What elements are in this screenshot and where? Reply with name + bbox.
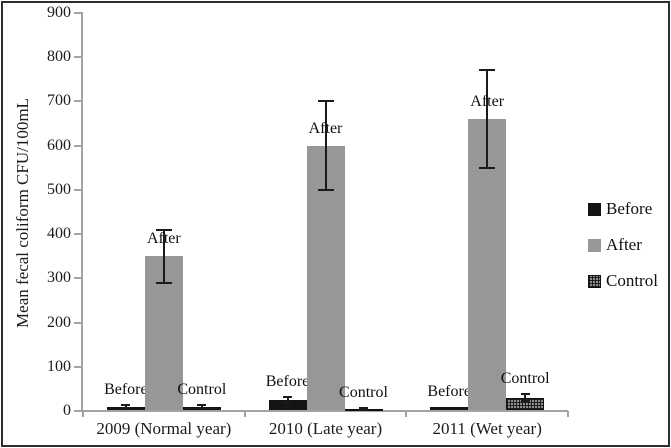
error-bar-cap-top (317, 100, 334, 103)
y-tick (74, 321, 83, 324)
error-bar-cap-top (359, 406, 368, 409)
bar-label-after: After (470, 93, 505, 111)
y-tick (74, 365, 83, 368)
y-tick-label: 300 (47, 269, 71, 287)
y-tick (74, 410, 83, 412)
error-bar-cap-bottom (317, 188, 334, 191)
y-tick (74, 56, 83, 59)
error-bar-cap-bottom (197, 406, 207, 409)
error-bar-line (324, 101, 327, 190)
error-bar-cap-bottom (359, 408, 368, 411)
x-tick (405, 411, 408, 417)
error-bar-cap-bottom (121, 407, 131, 410)
y-axis-line (81, 13, 83, 412)
x-tick (243, 411, 246, 417)
x-category-label: 2009 (Normal year) (96, 419, 232, 438)
y-tick (74, 188, 83, 191)
error-bar-line (200, 405, 203, 408)
y-tick-label: 500 (47, 180, 71, 198)
y-tick-label: 400 (47, 225, 71, 243)
x-category-label: 2010 (Late year) (268, 419, 383, 438)
x-tick (82, 411, 84, 417)
y-tick-label: 0 (63, 402, 71, 419)
bar-before (430, 406, 469, 410)
error-bar-line (524, 394, 527, 402)
legend-label-after: After (606, 235, 642, 254)
y-tick (74, 12, 83, 14)
x-tick (567, 411, 569, 417)
y-tick-label: 700 (47, 92, 71, 110)
legend-swatch-after (588, 239, 601, 252)
error-bar-cap-top (479, 69, 496, 72)
error-bar-line (486, 70, 489, 168)
bar-before (268, 399, 307, 410)
y-tick-label: 200 (47, 313, 71, 331)
bar-label-control: Control (500, 370, 550, 388)
legend-label-control: Control (606, 271, 658, 290)
y-tick-label: 100 (47, 357, 71, 375)
x-category-label: 2011 (Wet year) (432, 419, 542, 438)
error-bar-cap-top (155, 228, 172, 231)
bar-label-after: After (308, 119, 343, 137)
error-bar-line (162, 229, 165, 283)
error-bar-line (286, 396, 289, 404)
y-tick (74, 144, 83, 147)
error-bar-cap-bottom (155, 281, 172, 284)
bar-label-after: After (146, 230, 181, 248)
bar-label-before: Before (104, 380, 148, 398)
error-bar-cap-top (197, 404, 207, 407)
y-tick-label: 900 (47, 4, 71, 21)
error-bar-cap-top (520, 393, 530, 396)
y-tick-label: 600 (47, 136, 71, 154)
x-axis-line (81, 410, 568, 412)
legend-item-before: Before (588, 200, 668, 218)
bar-label-control: Control (339, 383, 388, 401)
bar-label-before: Before (265, 372, 310, 390)
error-bar-line (124, 404, 127, 409)
y-tick (74, 100, 83, 103)
legend-item-control: Control (588, 272, 668, 290)
bar-label-before: Before (427, 382, 471, 400)
legend-swatch-before (588, 203, 601, 216)
error-bar-cap-top (121, 403, 131, 406)
error-bar-cap-top (283, 395, 292, 398)
legend-swatch-control (588, 275, 601, 288)
error-bar-cap-bottom (479, 166, 496, 169)
y-tick (74, 277, 83, 280)
y-tick (74, 233, 83, 236)
error-bar-cap-bottom (283, 402, 292, 405)
y-tick-label: 800 (47, 48, 71, 66)
error-bar-cap-bottom (520, 400, 530, 403)
legend-label-before: Before (606, 199, 653, 218)
bar-label-control: Control (177, 381, 227, 399)
legend-item-after: After (588, 236, 668, 254)
